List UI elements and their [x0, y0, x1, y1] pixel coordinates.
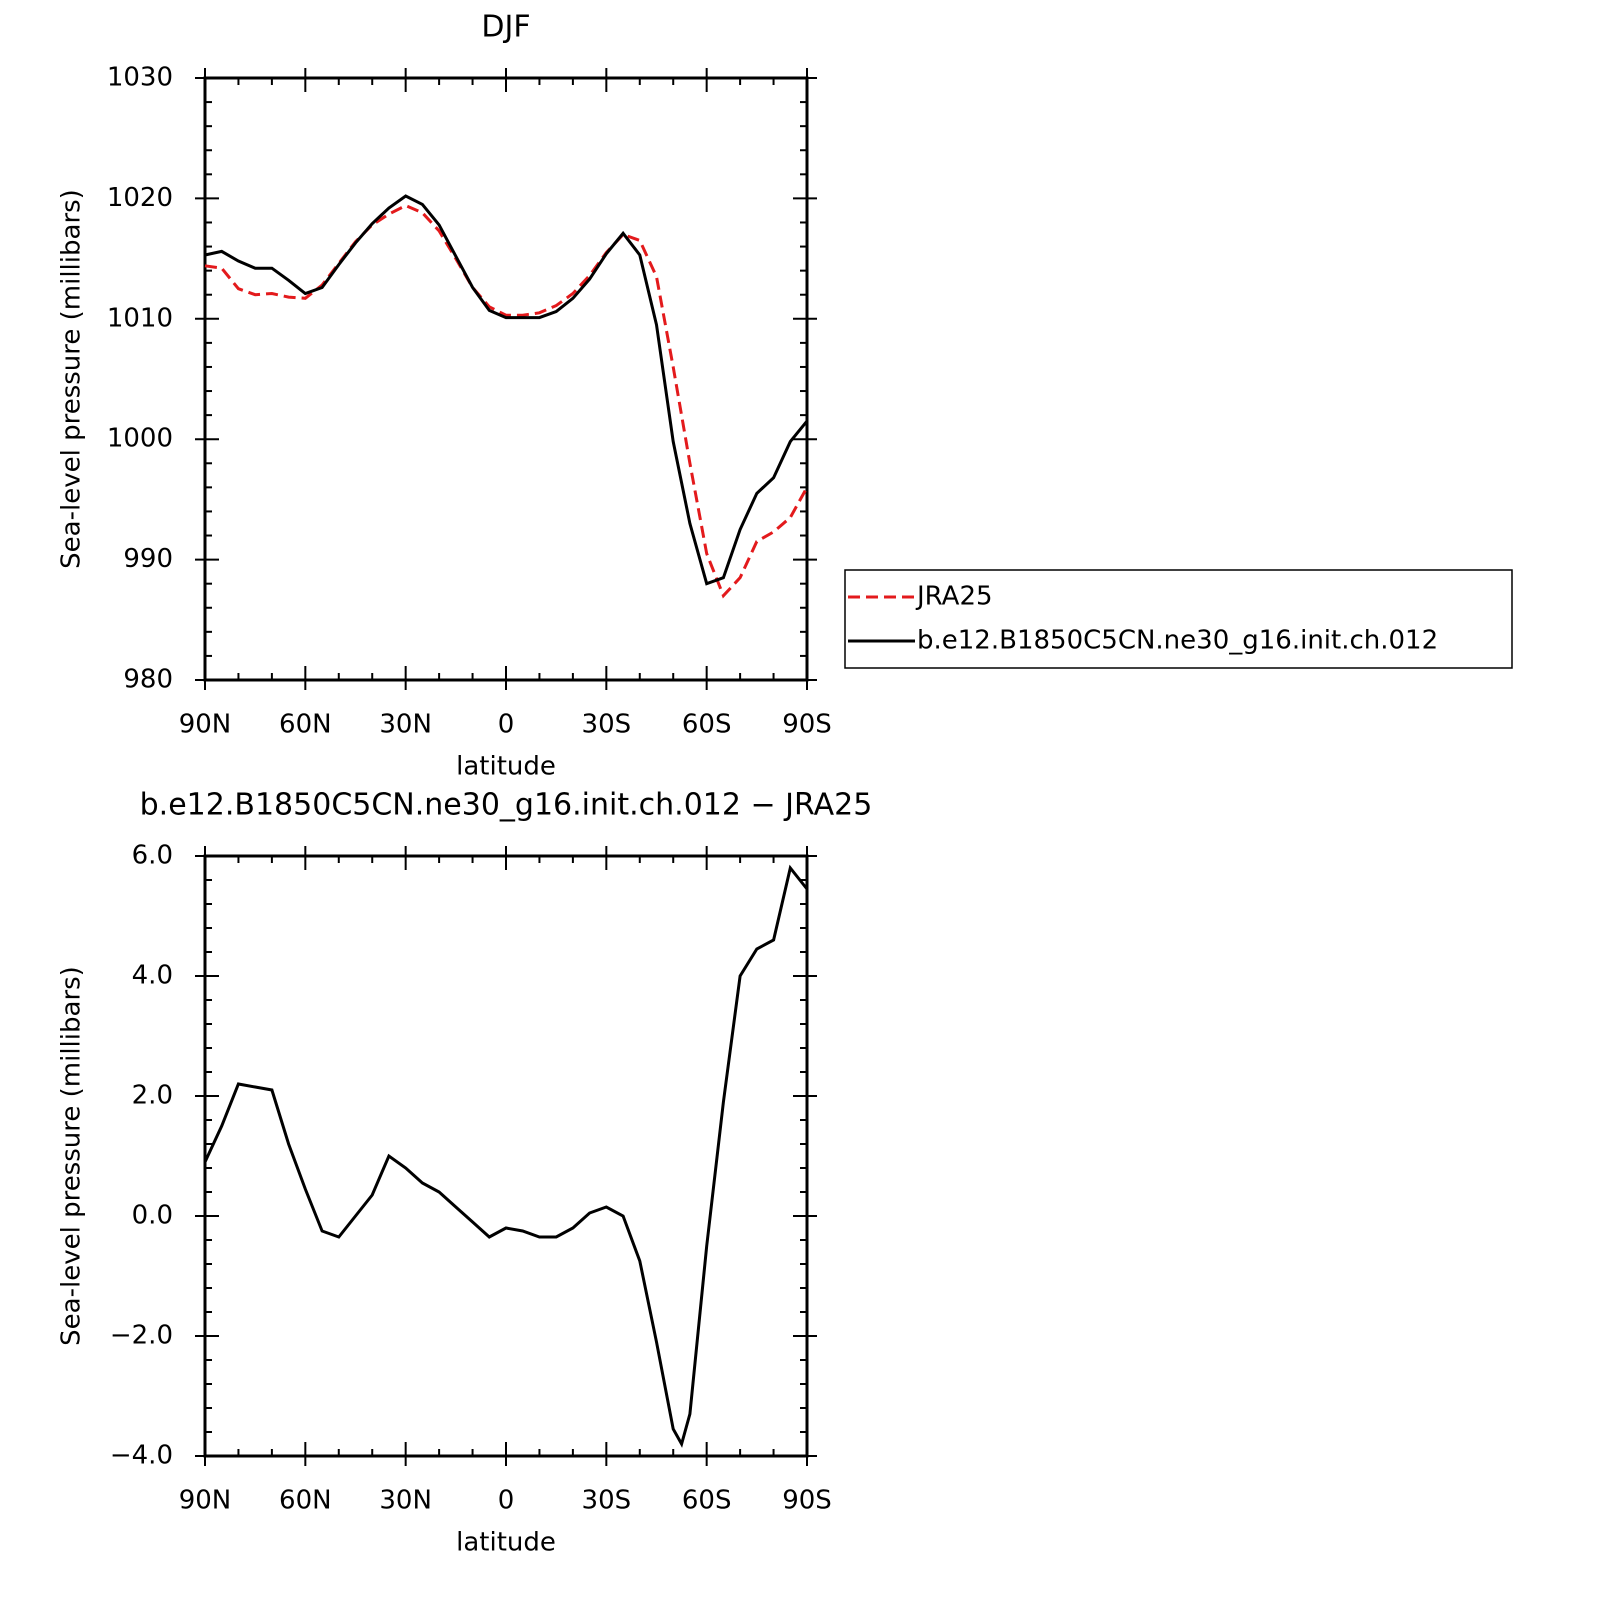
- y-axis-label: Sea-level pressure (millibars): [57, 189, 87, 569]
- legend-box: [844, 569, 1513, 669]
- chart-title: DJF: [481, 10, 530, 45]
- x-tick-label: 90S: [782, 710, 832, 740]
- plot-frame: [203, 854, 809, 1458]
- x-tick-label: 30S: [582, 710, 632, 740]
- x-tick-label: 90N: [179, 710, 232, 740]
- y-tick-label: 4.0: [132, 961, 173, 991]
- y-tick-label: 1030: [107, 63, 173, 93]
- x-tick-label: 0: [498, 710, 515, 740]
- x-axis-label: latitude: [456, 752, 556, 782]
- y-tick-label: 2.0: [132, 1081, 173, 1111]
- y-tick-label: 6.0: [132, 841, 173, 871]
- x-tick-label: 0: [498, 1486, 515, 1516]
- x-tick-label: 60S: [682, 710, 732, 740]
- data-line: [203, 864, 809, 1448]
- y-tick-label: −4.0: [110, 1441, 173, 1471]
- data-line: [204, 194, 809, 586]
- x-tick-label: 60N: [279, 1486, 332, 1516]
- x-axis-label: latitude: [456, 1528, 556, 1558]
- plot-frame: [203, 76, 809, 682]
- x-tick-label: 30N: [379, 710, 432, 740]
- y-tick-label: 980: [123, 665, 173, 695]
- data-line: [204, 203, 809, 599]
- legend-label: b.e12.B1850C5CN.ne30_g16.init.ch.012: [917, 626, 1438, 656]
- x-tick-label: 30S: [582, 1486, 632, 1516]
- y-tick-label: 1010: [107, 303, 173, 333]
- y-tick-label: 990: [123, 544, 173, 574]
- x-tick-label: 30N: [379, 1486, 432, 1516]
- x-tick-label: 60N: [279, 710, 332, 740]
- y-tick-label: 1000: [107, 424, 173, 454]
- y-axis-label: Sea-level pressure (millibars): [57, 966, 87, 1346]
- y-tick-label: 1020: [107, 183, 173, 213]
- y-tick-label: −2.0: [110, 1321, 173, 1351]
- x-tick-label: 60S: [682, 1486, 732, 1516]
- chart-title: b.e12.B1850C5CN.ne30_g16.init.ch.012 − J…: [140, 788, 873, 823]
- legend-label: JRA25: [915, 582, 993, 612]
- y-tick-label: 0.0: [132, 1201, 173, 1231]
- x-tick-label: 90N: [179, 1486, 232, 1516]
- x-tick-label: 90S: [782, 1486, 832, 1516]
